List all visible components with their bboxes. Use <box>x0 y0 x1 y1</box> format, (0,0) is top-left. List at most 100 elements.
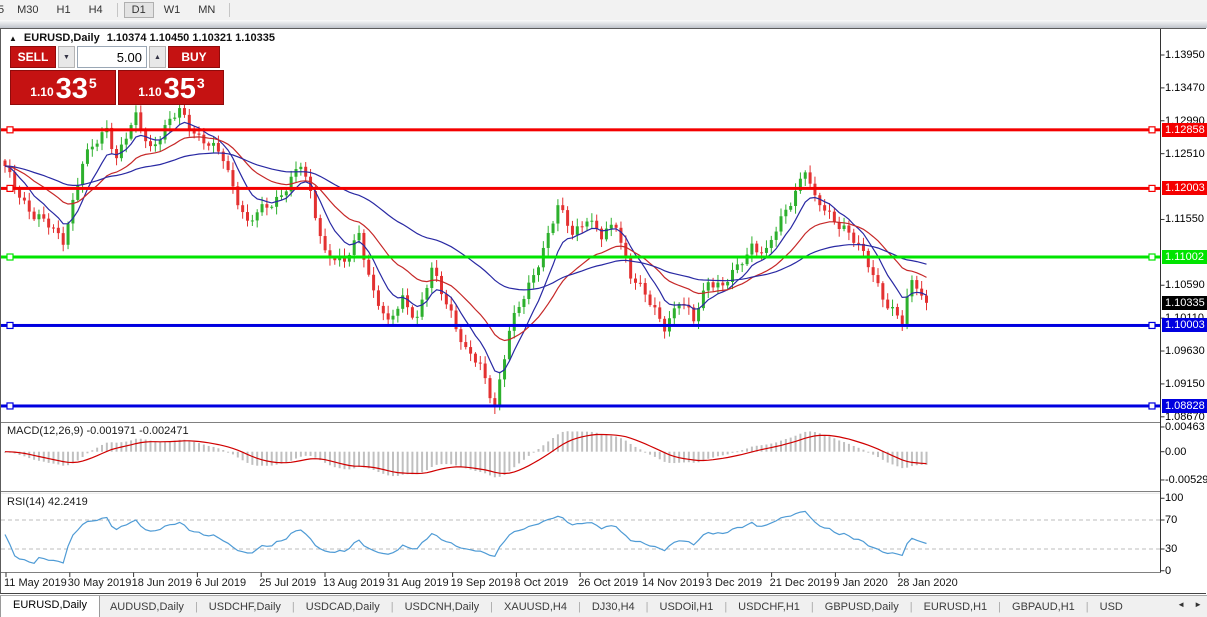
candle-body <box>532 275 536 283</box>
candle-body <box>37 214 41 220</box>
candle-body <box>609 224 613 229</box>
macd-histogram-bar <box>852 445 855 452</box>
tab-usdcnh-daily[interactable]: USDCNH,Daily <box>404 601 480 613</box>
volume-decrease-button[interactable]: ▼ <box>58 46 75 68</box>
macd-histogram-bar <box>367 451 370 469</box>
tab-usd[interactable]: USD <box>1099 601 1123 613</box>
level-anchor-handle[interactable] <box>1148 126 1156 134</box>
buy-button[interactable]: BUY <box>168 46 220 68</box>
candle-body <box>842 225 846 230</box>
macd-histogram-bar <box>818 433 821 452</box>
candle-body <box>90 146 94 150</box>
candle-body <box>600 228 604 240</box>
candle-body <box>764 247 768 253</box>
volume-input[interactable] <box>77 46 147 68</box>
rsi-scale-label: 30 <box>1165 543 1178 555</box>
macd-histogram-bar <box>862 449 865 452</box>
level-anchor-handle[interactable] <box>6 321 14 330</box>
level-anchor-handle[interactable] <box>1148 321 1156 330</box>
candle-body <box>299 166 303 170</box>
tab-separator: | <box>1085 601 1089 613</box>
horizontal-level-line[interactable] <box>1 128 1161 132</box>
candle-body <box>52 227 55 229</box>
macd-histogram-bar <box>459 451 462 468</box>
tab-usdcad-daily[interactable]: USDCAD,Daily <box>305 601 380 613</box>
level-anchor-handle[interactable] <box>6 402 14 410</box>
sell-button[interactable]: SELL <box>10 46 56 68</box>
candle-body <box>401 295 405 309</box>
macd-histogram-bar <box>707 451 710 459</box>
candle-body <box>886 299 890 309</box>
price-scale-label: 1.13470 <box>1165 81 1205 94</box>
candle-body <box>726 281 730 286</box>
timeframe-button-5[interactable]: 5 <box>0 4 5 16</box>
tab-usdoil-h1[interactable]: USDOil,H1 <box>659 601 714 613</box>
level-anchor-handle[interactable] <box>6 184 14 193</box>
date-axis-label: 14 Nov 2019 <box>642 577 705 589</box>
tab-separator: | <box>810 601 814 613</box>
macd-histogram-bar <box>653 451 656 457</box>
candle-body <box>653 305 657 308</box>
timeframe-button-d1[interactable]: D1 <box>123 2 154 18</box>
tab-eurusd-daily[interactable]: EURUSD,Daily <box>0 596 100 617</box>
candle-body <box>740 264 744 266</box>
level-anchor-handle[interactable] <box>6 126 14 134</box>
macd-histogram-bar <box>164 441 167 452</box>
macd-histogram-bar <box>178 439 181 452</box>
price-scale-label: 1.13950 <box>1165 49 1205 61</box>
horizontal-level-line[interactable] <box>1 186 1161 190</box>
level-anchor-handle[interactable] <box>1148 402 1156 410</box>
macd-histogram-bar <box>149 440 152 452</box>
macd-histogram-bar <box>125 441 128 452</box>
macd-histogram-bar <box>668 451 671 463</box>
level-anchor-handle[interactable] <box>1148 184 1156 193</box>
macd-histogram-bar <box>47 451 50 463</box>
tab-scroll-right-icon[interactable]: ► <box>1194 600 1202 609</box>
tab-scroll-left-icon[interactable]: ◄ <box>1177 600 1186 609</box>
macd-histogram-bar <box>144 439 147 452</box>
sell-price-display[interactable]: 1.10 33 5 <box>10 70 116 105</box>
macd-histogram-bar <box>23 451 26 457</box>
macd-histogram-bar <box>624 440 627 452</box>
candle-body <box>871 267 875 276</box>
collapse-trade-panel-icon[interactable]: ▲ <box>9 33 17 43</box>
horizontal-level-line[interactable] <box>1 255 1161 259</box>
tab-eurusd-h1[interactable]: EURUSD,H1 <box>923 601 988 613</box>
tab-dj30-h4[interactable]: DJ30,H4 <box>591 601 635 613</box>
macd-histogram-bar <box>799 433 802 452</box>
level-anchor-handle[interactable] <box>6 253 14 261</box>
horizontal-level-line[interactable] <box>1 323 1161 327</box>
candle-body <box>551 223 555 233</box>
candle-body <box>478 362 482 364</box>
timeframe-button-w1[interactable]: W1 <box>163 4 181 16</box>
macd-histogram-bar <box>813 432 816 452</box>
macd-histogram-bar <box>857 447 860 452</box>
candle-body <box>241 205 245 213</box>
tab-audusd-daily[interactable]: AUDUSD,Daily <box>109 601 184 613</box>
macd-histogram-bar <box>697 451 700 463</box>
volume-increase-button[interactable]: ▲ <box>149 46 166 68</box>
tab-usdchf-h1[interactable]: USDCHF,H1 <box>738 601 800 613</box>
macd-histogram-bar <box>750 446 753 452</box>
candle-body <box>357 232 361 241</box>
timeframe-button-m30[interactable]: M30 <box>17 4 39 16</box>
candle-body <box>410 307 414 318</box>
candle-body <box>798 178 802 191</box>
level-anchor-handle[interactable] <box>1148 253 1156 261</box>
buy-price-display[interactable]: 1.10 35 3 <box>118 70 224 105</box>
candle-body <box>648 294 652 306</box>
chart-canvas[interactable] <box>1 29 1207 593</box>
horizontal-level-line[interactable] <box>1 404 1161 408</box>
tab-usdchf-daily[interactable]: USDCHF,Daily <box>208 601 281 613</box>
candle-body <box>406 295 410 308</box>
tab-gbpusd-daily[interactable]: GBPUSD,Daily <box>824 601 899 613</box>
timeframe-button-h4[interactable]: H4 <box>88 4 103 16</box>
candle-body <box>3 160 7 167</box>
timeframe-button-h1[interactable]: H1 <box>56 4 71 16</box>
tab-gbpaud-h1[interactable]: GBPAUD,H1 <box>1012 601 1075 613</box>
candle-body <box>828 210 831 212</box>
chart-title: ▲ EURUSD,Daily 1.10374 1.10450 1.10321 1… <box>9 32 275 44</box>
tab-xauusd-h4[interactable]: XAUUSD,H4 <box>504 601 567 613</box>
timeframe-button-mn[interactable]: MN <box>198 4 216 16</box>
ma-slow-line <box>4 152 927 291</box>
